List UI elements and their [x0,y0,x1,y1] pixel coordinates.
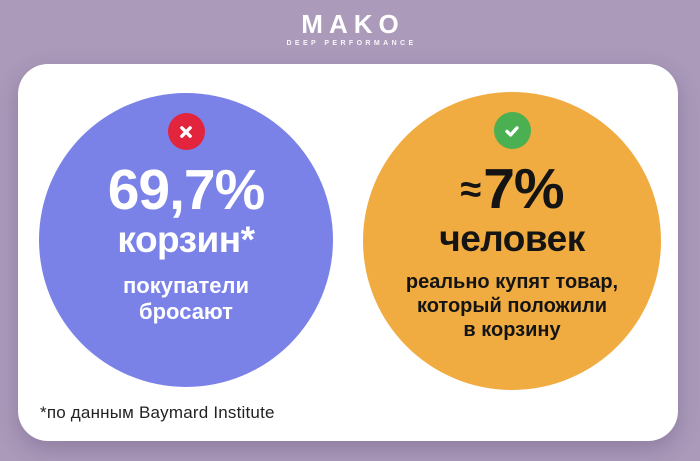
abandoned-carts-label: корзин* [117,219,255,260]
abandoned-carts-value: 69,7% [107,158,266,222]
real-buyers-value: 7% [483,157,564,221]
approx-symbol: ≈ [460,168,481,211]
check-icon [502,121,522,141]
stats-card: 69,7% корзин* покупатели бросают ≈ 7% че… [18,64,678,441]
real-buyers-stat: ≈ 7% [460,157,564,221]
abandoned-carts-description: покупатели бросают [122,272,249,325]
brand-tagline: DEEP PERFORMANCE [286,40,417,47]
abandoned-carts-circle: 69,7% корзин* покупатели бросают [39,93,333,387]
real-buyers-label: человек [439,218,585,259]
brand-name: MAKO [301,9,405,39]
real-buyers-description: реально купят товар, который положили в … [405,270,619,342]
x-badge [167,113,205,150]
mako-logo: MAKO DEEP PERFORMANCE [0,11,700,47]
x-icon [176,122,196,142]
check-badge [493,112,531,149]
abandoned-carts-stat: 69,7% [107,158,266,222]
source-footnote: *по данным Baymard Institute [40,403,275,422]
real-buyers-circle: ≈ 7% человек реально купят товар, которы… [363,92,661,390]
